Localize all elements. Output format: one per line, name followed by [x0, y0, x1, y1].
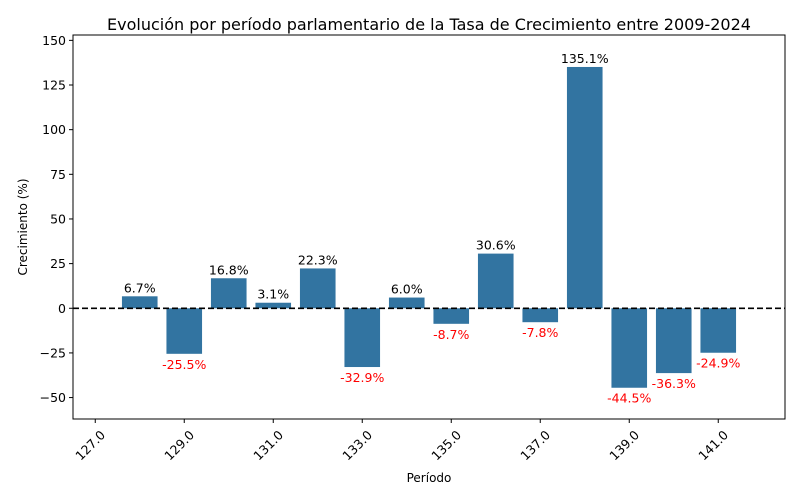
y-tick-label: 125 — [42, 78, 66, 93]
bar — [566, 66, 603, 309]
y-tick-label: −50 — [40, 390, 66, 405]
y-tick-label: 0 — [58, 301, 66, 316]
bar — [299, 268, 336, 309]
y-axis-ticks: −50 −25 0 25 50 75 100 125 150 — [40, 33, 73, 405]
bar — [655, 308, 692, 374]
x-tick-label: 131.0 — [250, 427, 286, 463]
data-label: 135.1% — [561, 51, 609, 66]
x-axis-label: Período — [407, 471, 452, 485]
bar — [121, 296, 158, 309]
plot-area-frame — [72, 34, 786, 420]
x-tick-label: 137.0 — [517, 427, 553, 463]
x-tick-label: 127.0 — [72, 427, 108, 463]
data-label: 16.8% — [209, 262, 249, 277]
bar — [700, 308, 737, 353]
data-label: -36.3% — [652, 376, 696, 391]
data-label: -25.5% — [162, 357, 206, 372]
data-labels-layer: 6.7% -25.5% 16.8% 3.1% 22.3% -32.9% 6.0% -8.7% 3… — [124, 51, 741, 406]
data-label: -24.9% — [696, 356, 740, 371]
y-tick-label: 25 — [50, 256, 66, 271]
bars-layer — [121, 66, 737, 388]
data-label: 6.0% — [391, 282, 423, 297]
x-axis-ticks: 127.0 129.0 131.0 133.0 135.0 137.0 139.0 141.0 — [72, 419, 731, 463]
bar — [166, 308, 203, 354]
y-tick-label: 100 — [42, 122, 66, 137]
bar — [388, 297, 425, 309]
data-label: -8.7% — [433, 327, 469, 342]
bar — [477, 253, 514, 309]
x-tick-label: 129.0 — [161, 427, 197, 463]
bar — [210, 278, 247, 309]
x-tick-label: 133.0 — [339, 427, 375, 463]
data-label: 22.3% — [298, 252, 338, 267]
data-label: 30.6% — [476, 238, 516, 253]
y-tick-label: 50 — [50, 211, 66, 226]
x-tick-label: 141.0 — [695, 427, 731, 463]
bar — [255, 302, 292, 309]
data-label: 6.7% — [124, 280, 156, 295]
y-tick-label: 150 — [42, 33, 66, 48]
y-tick-label: 75 — [50, 167, 66, 182]
bar — [344, 308, 381, 368]
data-label: 3.1% — [257, 287, 289, 302]
bar — [433, 308, 470, 324]
data-label: -7.8% — [522, 325, 558, 340]
y-tick-label: −25 — [40, 345, 66, 360]
bar — [611, 308, 648, 388]
y-axis-label: Crecimiento (%) — [16, 178, 30, 275]
x-tick-label: 135.0 — [428, 427, 464, 463]
data-label: -44.5% — [607, 391, 651, 406]
bar — [522, 308, 559, 323]
chart-title: Evolución por período parlamentario de l… — [107, 15, 751, 34]
data-label: -32.9% — [340, 370, 384, 385]
x-tick-label: 139.0 — [606, 427, 642, 463]
